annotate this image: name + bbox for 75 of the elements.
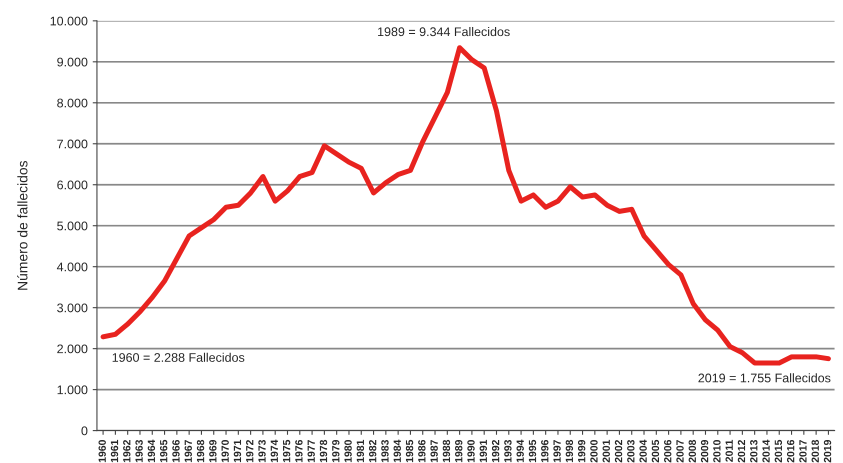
- x-tick-label: 1980: [344, 440, 352, 462]
- x-tick-label: 1987: [430, 440, 438, 462]
- x-tick-label: 1998: [566, 440, 574, 462]
- x-tick-label: 1967: [184, 440, 192, 462]
- x-tick-label: 2012: [738, 440, 746, 462]
- y-tick-label: 4.000: [56, 262, 88, 272]
- annotation: 1960 = 2.288 Fallecidos: [112, 352, 244, 362]
- x-tick-label: 1990: [467, 440, 475, 462]
- x-tick-label: 1977: [308, 440, 315, 462]
- x-tick-label: 2006: [664, 440, 672, 462]
- x-tick-label: 1996: [541, 440, 548, 462]
- y-tick-label: 0: [81, 426, 88, 436]
- x-tick-label: 2001: [602, 440, 610, 462]
- x-tick-label: 2011: [725, 440, 733, 462]
- x-tick-label: 1968: [196, 440, 204, 462]
- x-tick-label: 1972: [246, 440, 254, 462]
- x-tick-label: 2018: [812, 440, 819, 462]
- x-tick-label: 2014: [762, 440, 770, 462]
- x-tick-label: 1988: [442, 440, 450, 462]
- y-tick-label: 3.000: [57, 303, 88, 312]
- x-tick-label: 2016: [786, 440, 794, 462]
- x-tick-label: 2009: [700, 440, 708, 462]
- x-tick-label: 1962: [123, 440, 130, 462]
- x-tick-label: 2015: [774, 440, 782, 462]
- x-tick-label: 2003: [627, 440, 635, 462]
- x-tick-label: 1960: [98, 440, 106, 462]
- x-tick-label: 1976: [295, 440, 303, 462]
- x-tick-label: 2019: [824, 440, 832, 462]
- x-tick-label: 1992: [492, 440, 500, 462]
- annotation: 2019 = 1.755 Fallecidos: [698, 373, 830, 382]
- x-tick-label: 1965: [160, 440, 168, 462]
- x-tick-label: 1969: [209, 440, 217, 462]
- annotation: 1989 = 9.344 Fallecidos: [378, 26, 510, 36]
- x-tick-label: 1971: [234, 440, 242, 462]
- x-tick-label: 1989: [455, 440, 462, 462]
- x-tick-label: 1986: [418, 440, 426, 462]
- x-tick-label: 2008: [688, 440, 696, 462]
- x-tick-label: 1975: [282, 440, 290, 462]
- x-tick-label: 1984: [394, 440, 401, 462]
- x-tick-label: 1978: [320, 440, 328, 462]
- x-tick-label: 1999: [578, 440, 586, 462]
- x-tick-label: 2010: [713, 440, 721, 462]
- x-tick-label: 1982: [368, 440, 376, 462]
- x-tick-label: 1973: [258, 440, 266, 462]
- y-tick-label: 5.000: [57, 222, 88, 230]
- x-tick-label: 1961: [110, 440, 118, 462]
- x-tick-label: 2017: [799, 440, 807, 462]
- x-tick-label: 2000: [590, 440, 598, 462]
- x-tick-label: 1970: [221, 440, 229, 462]
- x-tick-label: 1993: [504, 440, 512, 462]
- y-axis-title: Número de fallecidos: [17, 160, 28, 290]
- x-tick-label: 1983: [381, 440, 389, 462]
- x-tick-label: 2002: [614, 440, 622, 462]
- y-tick-label: 6.000: [57, 180, 88, 190]
- y-tick-label: 9.000: [57, 58, 88, 66]
- x-tick-label: 1991: [480, 440, 487, 462]
- x-tick-label: 2013: [750, 440, 758, 462]
- x-tick-label: 1963: [135, 440, 143, 462]
- x-tick-label: 1997: [553, 440, 561, 462]
- x-tick-label: 1964: [148, 440, 156, 462]
- y-tick-label: 8.000: [57, 98, 88, 108]
- x-tick-label: 1966: [172, 440, 180, 462]
- x-tick-label: 1995: [528, 440, 536, 462]
- x-tick-label: 2004: [639, 440, 647, 462]
- x-tick-label: 1994: [516, 440, 524, 462]
- x-tick-label: 1974: [270, 440, 278, 462]
- y-tick-label: 10.000: [50, 16, 88, 26]
- x-tick-label: 1985: [406, 440, 414, 462]
- y-tick-label: 1.000: [58, 385, 88, 394]
- x-tick-label: 1981: [356, 440, 364, 462]
- x-tick-label: 2005: [652, 440, 660, 462]
- x-tick-label: 2007: [676, 440, 684, 462]
- y-tick-label: 2.000: [57, 344, 88, 354]
- x-tick-label: 1979: [332, 440, 340, 462]
- y-tick-label: 7.000: [57, 140, 88, 148]
